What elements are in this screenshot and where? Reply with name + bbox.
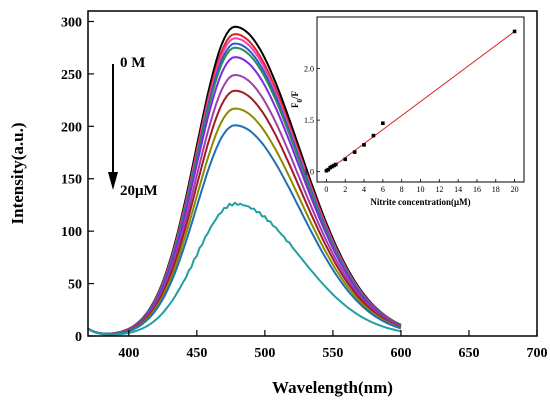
inset-x-tick-label: 12 bbox=[435, 185, 443, 194]
inset-data-point bbox=[362, 143, 366, 147]
inset-y-tick-label: 1.5 bbox=[304, 116, 314, 125]
x-tick-label: 400 bbox=[118, 346, 139, 361]
inset-points bbox=[324, 29, 517, 173]
inset-data-point bbox=[343, 157, 348, 162]
inset-y-label-main: F bbox=[290, 102, 300, 108]
y-tick-label: 0 bbox=[75, 330, 82, 345]
inset-x-tick-label: 10 bbox=[417, 185, 425, 194]
inset-background bbox=[317, 17, 524, 182]
inset-y-tick-label: 2.0 bbox=[304, 65, 314, 74]
inset-y-axis-label: F0/F bbox=[290, 90, 304, 108]
inset-x-tick-label: 4 bbox=[362, 185, 366, 194]
inset-data-point bbox=[330, 164, 334, 169]
x-tick-label: 650 bbox=[458, 346, 479, 361]
x-tick-label: 500 bbox=[254, 346, 275, 361]
inset-x-tick-label: 2 bbox=[343, 185, 347, 194]
spectrum-series-10 bbox=[87, 124, 402, 336]
inset-data-point bbox=[324, 168, 329, 173]
inset-x-tick-label: 0 bbox=[324, 185, 328, 194]
main-x-ticks: 400 450 500 550 600 650 700 bbox=[118, 330, 548, 361]
main-y-ticks: 0 50 100 150 200 250 300 bbox=[61, 15, 94, 345]
inset-y-ticks: 1.0 1.5 2.0 bbox=[304, 65, 320, 177]
inset-x-tick-label: 16 bbox=[473, 185, 481, 194]
inset-data-point bbox=[334, 162, 338, 167]
main-plot-frame bbox=[87, 10, 538, 337]
main-curves bbox=[87, 25, 402, 336]
inset-x-tick-label: 20 bbox=[511, 185, 519, 194]
x-tick-label: 450 bbox=[186, 346, 207, 361]
spectrum-series-11 bbox=[87, 201, 402, 336]
decrease-arrow-head bbox=[108, 172, 118, 190]
inset-data-point bbox=[381, 121, 385, 126]
inset-data-point bbox=[332, 163, 336, 168]
inset-x-tick-label: 18 bbox=[492, 185, 500, 194]
inset-x-tick-label: 14 bbox=[454, 185, 462, 194]
y-tick-label: 50 bbox=[68, 278, 82, 293]
main-chart: 400 450 500 550 600 650 700 050100150200250300… bbox=[8, 10, 548, 397]
inset-y-tick-label: 1.0 bbox=[304, 168, 314, 177]
inset-data-point bbox=[512, 29, 517, 34]
inset-x-axis-label: Nitrite concentration(μM) bbox=[370, 197, 470, 207]
y-tick-label: 300 bbox=[61, 15, 82, 30]
inset-data-point bbox=[328, 165, 332, 170]
x-tick-label: 600 bbox=[390, 346, 411, 361]
y-tick-label: 100 bbox=[61, 225, 82, 240]
inset-x-tick-label: 8 bbox=[400, 185, 404, 194]
inset-data-point bbox=[371, 133, 376, 138]
y-tick-label: 250 bbox=[61, 68, 82, 83]
y-tick-label: 200 bbox=[61, 120, 82, 135]
inset-y-label-tail: /F bbox=[290, 90, 300, 100]
inset-data-point bbox=[352, 150, 357, 154]
y-axis-label: Intensity(a.u.) bbox=[8, 122, 27, 224]
x-axis-label: Wavelength(nm) bbox=[272, 378, 393, 397]
inset-x-ticks: 0 2 4 6 8 10 12 14 16 18 20 bbox=[324, 179, 519, 194]
x-tick-label: 550 bbox=[322, 346, 343, 361]
annotation-bottom: 20μM bbox=[120, 183, 158, 199]
inset-chart: 0 2 4 6 8 10 12 14 16 18 20 1.0 1.5 2.0 Nitrite conc… bbox=[290, 16, 525, 207]
inset-x-tick-label: 6 bbox=[381, 185, 385, 194]
x-tick-label: 700 bbox=[527, 346, 548, 361]
inset-fit-line bbox=[326, 31, 515, 173]
y-tick-label: 150 bbox=[61, 173, 82, 188]
annotation-top: 0 M bbox=[120, 55, 145, 71]
inset-y-label-sub: 0 bbox=[296, 99, 304, 103]
inset-data-point bbox=[326, 167, 331, 172]
